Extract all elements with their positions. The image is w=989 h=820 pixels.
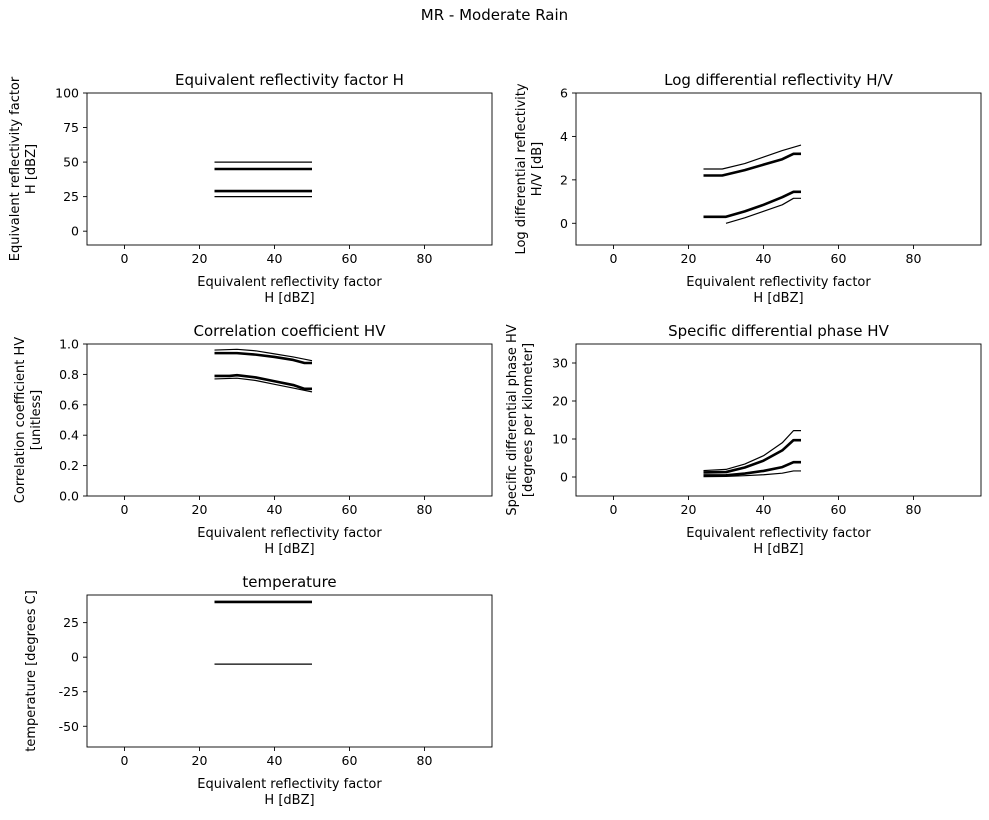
y-tick-label: 0.8	[59, 367, 79, 382]
y-tick-label: 30	[552, 356, 568, 371]
subplot-title: Correlation coefficient HV	[194, 322, 387, 340]
y-axis-label: [unitless]	[29, 390, 44, 451]
x-axis-label: Equivalent reflectivity factor	[686, 526, 871, 541]
x-axis-label: H [dBZ]	[264, 793, 314, 808]
y-tick-label: 50	[63, 155, 79, 170]
y-tick-label: -25	[59, 684, 79, 699]
y-axis-label: H [dBZ]	[24, 144, 39, 194]
series-line-1	[214, 351, 312, 365]
y-tick-label: 10	[552, 432, 568, 447]
series-line-4	[214, 377, 313, 393]
x-tick-label: 80	[417, 753, 433, 768]
axes-frame	[575, 343, 982, 497]
subplot-2: Log differential reflectivity H/V0 20 40 60…	[514, 71, 982, 306]
x-tick-label: 40	[267, 753, 283, 768]
subplot-4: Specific differential phase HV 0 20 40 60 80 0…	[505, 322, 982, 557]
y-tick-label: 0.2	[59, 458, 79, 473]
y-tick-label: 0	[71, 650, 79, 665]
axes-frame	[86, 343, 493, 497]
y-tick-label: 0	[560, 216, 568, 231]
axes-frame	[86, 594, 493, 748]
x-axis-label: Equivalent reflectivity factor	[197, 526, 382, 541]
x-tick-label: 0	[610, 251, 618, 266]
x-tick-label: 20	[192, 502, 208, 517]
series-line-2	[703, 190, 801, 219]
x-tick-label: 80	[417, 502, 433, 517]
x-tick-label: 80	[417, 251, 433, 266]
y-tick-label: 6	[560, 86, 568, 101]
x-axis-label: Equivalent reflectivity factor	[686, 275, 871, 290]
y-axis-label: H/V [dB]	[530, 142, 545, 197]
y-tick-label: 0.4	[59, 428, 79, 443]
x-tick-label: 0	[121, 502, 129, 517]
x-tick-label: 40	[267, 502, 283, 517]
series-line-1	[703, 438, 801, 474]
x-tick-label: 0	[610, 502, 618, 517]
y-tick-label: 75	[63, 120, 79, 135]
x-tick-label: 0	[121, 753, 129, 768]
series-line-3	[214, 348, 313, 362]
series-line-1	[703, 152, 801, 177]
subplot-title: Equivalent reflectivity factor H	[175, 71, 404, 89]
axes-frame	[575, 92, 982, 246]
y-tick-label: 100	[55, 86, 79, 101]
x-tick-label: 20	[192, 753, 208, 768]
x-tick-label: 20	[681, 251, 697, 266]
y-tick-label: 0	[560, 470, 568, 485]
y-axis-label: temperature [degrees C]	[24, 590, 39, 752]
x-axis-label: H [dBZ]	[753, 542, 803, 557]
x-tick-label: 80	[906, 502, 922, 517]
y-tick-label: 25	[63, 189, 79, 204]
y-tick-label: -50	[59, 719, 79, 734]
figure-title: MR - Moderate Rain	[420, 6, 569, 24]
x-tick-label: 0	[121, 251, 129, 266]
subplot-title: Log differential reflectivity H/V	[664, 71, 894, 89]
x-tick-label: 60	[342, 251, 358, 266]
x-axis-label: H [dBZ]	[264, 291, 314, 306]
y-tick-label: 0	[71, 224, 79, 239]
subplot-5: temperature 0 20 40 60 80 -50 -25 0 25 Equivalent …	[24, 573, 493, 808]
x-tick-label: 60	[342, 753, 358, 768]
series-line-3	[703, 430, 801, 472]
y-axis-label: [degrees per kilometer]	[521, 343, 536, 497]
y-tick-label: 2	[560, 172, 568, 187]
x-axis-label: H [dBZ]	[753, 291, 803, 306]
y-tick-label: 20	[552, 394, 568, 409]
y-tick-label: 0.0	[59, 489, 79, 504]
x-tick-label: 20	[192, 251, 208, 266]
y-tick-label: 4	[560, 129, 568, 144]
x-axis-label: Equivalent reflectivity factor	[197, 275, 382, 290]
y-axis-label: Correlation coefficient HV	[13, 337, 28, 503]
x-tick-label: 40	[267, 251, 283, 266]
x-tick-label: 60	[831, 251, 847, 266]
y-axis-label: Log differential reflectivity	[514, 83, 529, 254]
series-line-4	[703, 470, 801, 478]
y-axis-label: Specific differential phase HV	[505, 324, 520, 515]
x-tick-label: 40	[756, 502, 772, 517]
axes-frame	[86, 92, 493, 246]
series-line-3	[703, 144, 802, 170]
subplot-1: Equivalent reflectivity factor H 0 20 40 60 8…	[8, 71, 493, 306]
series-line-2	[703, 460, 801, 477]
x-axis-label: H [dBZ]	[264, 542, 314, 557]
y-tick-label: 1.0	[59, 337, 79, 352]
x-tick-label: 60	[342, 502, 358, 517]
subplot-3: Correlation coefficient HV 0 20 40 60 80 0.0 0.…	[13, 322, 493, 557]
series-line-2	[214, 373, 312, 391]
subplot-title: temperature	[242, 573, 336, 591]
x-tick-label: 40	[756, 251, 772, 266]
y-tick-label: 25	[63, 615, 79, 630]
y-tick-label: 0.6	[59, 397, 79, 412]
x-axis-label: Equivalent reflectivity factor	[197, 777, 382, 792]
x-tick-label: 80	[906, 251, 922, 266]
x-tick-label: 20	[681, 502, 697, 517]
x-tick-label: 60	[831, 502, 847, 517]
subplot-title: Specific differential phase HV	[668, 322, 889, 340]
series-line-4	[725, 197, 801, 224]
y-axis-label: Equivalent reflectivity factor	[8, 76, 23, 261]
